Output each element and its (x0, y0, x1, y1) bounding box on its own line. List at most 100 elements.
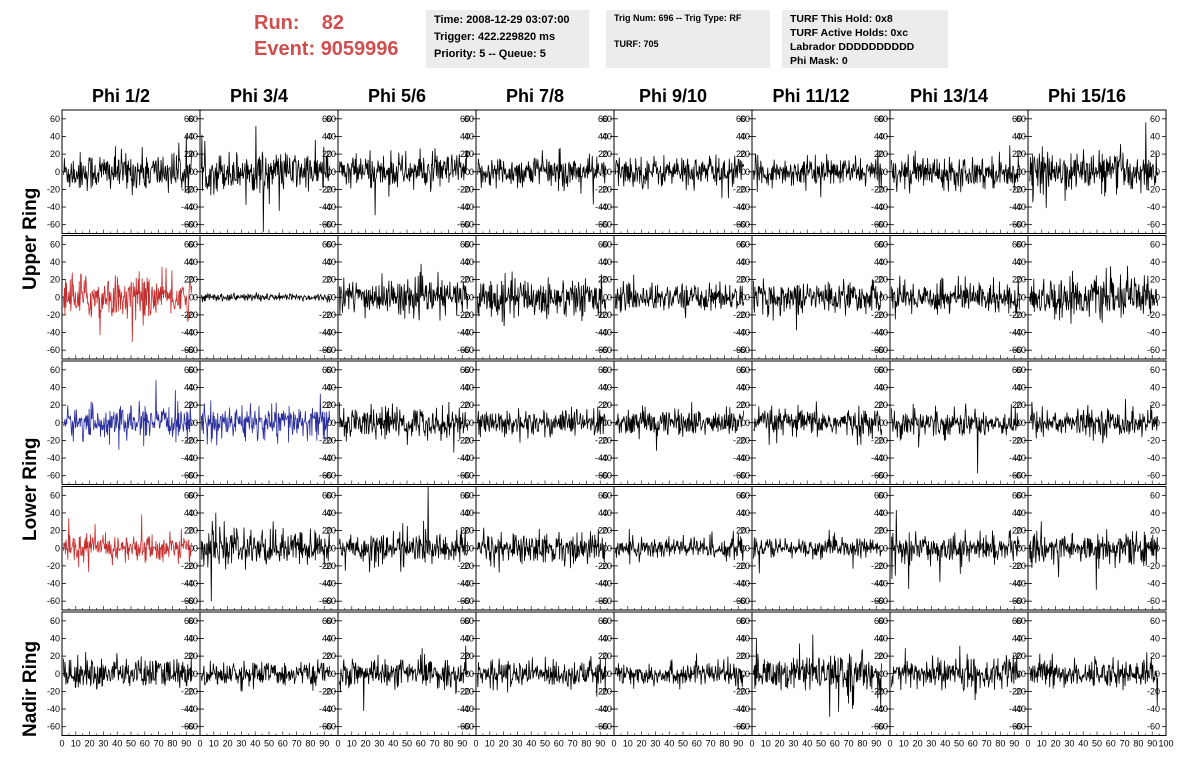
y-tick-label-left: -20 (737, 435, 750, 445)
y-tick-label-right: 60 (1012, 616, 1022, 626)
y-tick-label-right: -20 (457, 184, 470, 194)
y-tick-label-right: -40 (595, 579, 608, 589)
phi-mask-line: Phi Mask: 0 (790, 55, 848, 67)
y-tick-label-left: 60 (1016, 490, 1026, 500)
y-tick-label-left: 40 (602, 131, 612, 141)
y-tick-label-left: 60 (464, 490, 474, 500)
trigger-line: Trigger: 422.229820 ms (434, 31, 556, 43)
y-tick-label-left: 20 (740, 526, 750, 536)
x-tick-label: 10 (761, 739, 771, 749)
y-tick-label-right: 20 (184, 275, 194, 285)
y-tick-label-right: 60 (736, 365, 746, 375)
y-tick-label-right: 40 (736, 508, 746, 518)
y-tick-label-left: 20 (326, 651, 336, 661)
y-tick-label-left: 0 (607, 167, 612, 177)
y-tick-label-left: 60 (464, 239, 474, 249)
y-tick-label-right: -60 (181, 220, 194, 230)
y-tick-label-left: -40 (323, 202, 336, 212)
y-tick-label-right: 0 (189, 543, 194, 553)
y-tick-label-left: 20 (188, 275, 198, 285)
y-tick-label-right: -20 (733, 686, 746, 696)
y-tick-label-right: -60 (319, 471, 332, 481)
waveform-trace (201, 659, 331, 692)
y-tick-label-right: 20 (1150, 275, 1160, 285)
waveform-trace (477, 527, 607, 573)
x-tick-label: 80 (167, 739, 177, 749)
x-tick-label: 30 (98, 739, 108, 749)
y-tick-label-right: -40 (181, 704, 194, 714)
y-tick-label-left: 40 (740, 257, 750, 267)
y-tick-label-right: -40 (733, 704, 746, 714)
y-tick-label-right: -60 (457, 596, 470, 606)
y-tick-label-right: -20 (1009, 561, 1022, 571)
y-tick-label-right: -40 (319, 453, 332, 463)
y-tick-label-left: -40 (461, 202, 474, 212)
y-tick-label-left: 20 (464, 651, 474, 661)
y-tick-label-left: 40 (464, 508, 474, 518)
y-tick-label-right: -60 (871, 471, 884, 481)
column-header-phi-15-16: Phi 15/16 (1047, 86, 1127, 106)
y-tick-label-left: -40 (1013, 328, 1026, 338)
waveform-trace (201, 291, 331, 304)
y-tick-label-right: 40 (460, 131, 470, 141)
waveform-trace (1029, 122, 1159, 209)
y-tick-label-right: 20 (184, 149, 194, 159)
y-tick-label-left: -20 (1013, 561, 1026, 571)
y-tick-label-right: -40 (181, 328, 194, 338)
y-tick-label-left: 0 (469, 669, 474, 679)
y-tick-label-right: 60 (736, 114, 746, 124)
y-tick-label-right: -60 (595, 471, 608, 481)
y-tick-label-right: -40 (595, 453, 608, 463)
y-tick-label-right: -20 (733, 184, 746, 194)
y-tick-label-left: -20 (323, 184, 336, 194)
y-tick-label-left: 40 (188, 257, 198, 267)
x-tick-label: 70 (292, 739, 302, 749)
waveform-trace (753, 149, 883, 198)
y-tick-label-left: 40 (464, 131, 474, 141)
y-tick-label-left: -20 (461, 310, 474, 320)
y-tick-label-right: -20 (595, 435, 608, 445)
x-tick-label: 50 (1092, 739, 1102, 749)
y-tick-label-right: 40 (736, 131, 746, 141)
waveform-trace (1029, 398, 1159, 444)
y-tick-label-right: -60 (871, 722, 884, 732)
time-info-box: Time: 2008-12-29 03:07:00 Trigger: 422.2… (426, 10, 589, 68)
x-tick-label: 40 (664, 739, 674, 749)
y-tick-label-right: 0 (465, 167, 470, 177)
y-tick-label-left: 0 (883, 292, 888, 302)
waveform-trace (1029, 521, 1159, 590)
x-tick-label: 50 (264, 739, 274, 749)
y-tick-label-right: 60 (460, 490, 470, 500)
y-tick-label-right: -40 (871, 704, 884, 714)
y-tick-label-right: 20 (460, 149, 470, 159)
y-tick-label-left: 40 (50, 382, 60, 392)
y-tick-label-right: 60 (1150, 490, 1160, 500)
y-tick-label-right: 40 (598, 131, 608, 141)
y-tick-label-right: -40 (1147, 453, 1160, 463)
y-tick-label-right: -20 (1147, 310, 1160, 320)
y-tick-label-left: 0 (193, 167, 198, 177)
y-tick-label-left: 40 (188, 508, 198, 518)
y-tick-label-right: 60 (184, 114, 194, 124)
y-tick-label-right: -60 (1147, 471, 1160, 481)
y-tick-label-left: 40 (878, 131, 888, 141)
y-tick-label-left: -20 (875, 435, 888, 445)
x-tick-label: 90 (457, 739, 467, 749)
waveform-trace (753, 278, 883, 331)
turf-hold-line: TURF This Hold: 0x8 (790, 13, 893, 25)
y-tick-label-left: -60 (323, 345, 336, 355)
y-tick-label-left: -60 (737, 471, 750, 481)
x-tick-label: 80 (857, 739, 867, 749)
y-tick-label-right: 40 (322, 508, 332, 518)
x-tick-label: 10 (1037, 739, 1047, 749)
x-tick-label: 60 (140, 739, 150, 749)
x-tick-label: 70 (1120, 739, 1130, 749)
y-tick-label-left: -40 (875, 202, 888, 212)
y-tick-label-right: -40 (733, 328, 746, 338)
y-tick-label-left: -60 (875, 596, 888, 606)
x-tick-label: 30 (788, 739, 798, 749)
y-tick-label-left: 0 (193, 418, 198, 428)
y-tick-label-right: 60 (184, 490, 194, 500)
y-tick-label-left: 40 (878, 633, 888, 643)
